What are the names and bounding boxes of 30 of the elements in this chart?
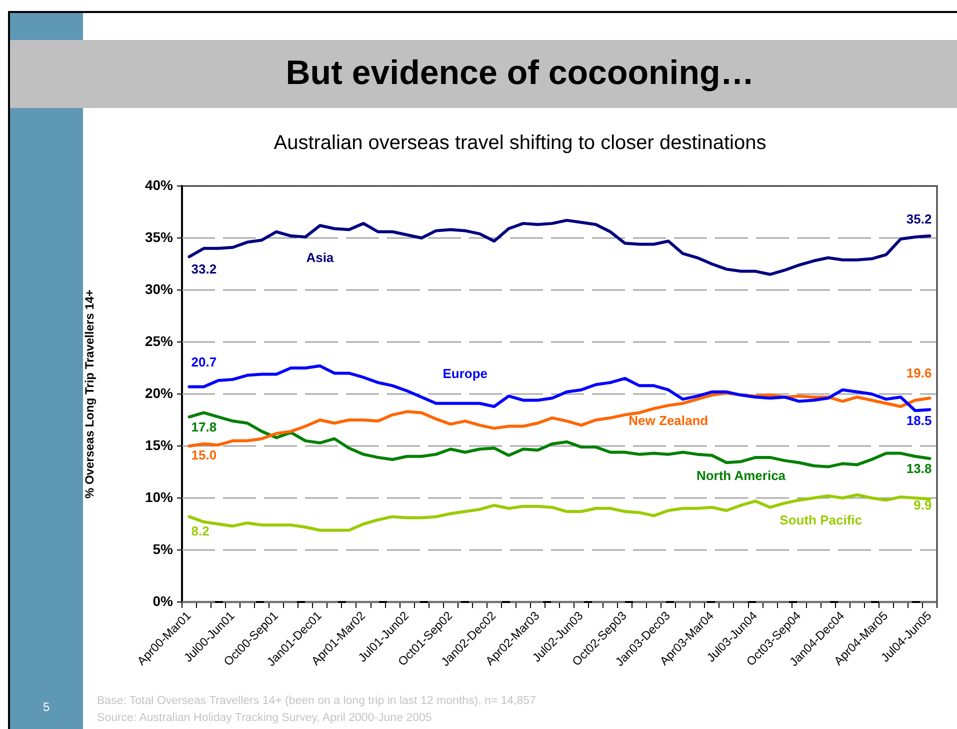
data-label: 8.2: [191, 523, 210, 538]
series-label: Europe: [442, 366, 488, 381]
series-label: South Pacific: [780, 512, 862, 528]
y-tick-label: 40%: [144, 176, 174, 193]
data-label: 15.0: [191, 448, 217, 463]
series-label: Asia: [306, 250, 334, 266]
y-tick-label: 5%: [152, 540, 174, 557]
data-label: 17.8: [191, 419, 217, 434]
text: Base: Total Overseas Travellers 14+ (been on a long trip in last 12 months), n= 14,857: [97, 694, 536, 708]
data-label: 18.5: [906, 413, 932, 428]
y-tick-label: 30%: [144, 280, 174, 297]
y-tick-label: 25%: [144, 332, 174, 349]
text: 5: [43, 700, 50, 714]
y-tick-label: 15%: [144, 436, 174, 453]
series-label: New Zealand: [628, 413, 708, 428]
data-label: 19.6: [906, 366, 932, 381]
chart-title: But evidence of cocooning…: [286, 53, 754, 94]
y-axis-title: % Overseas Long Trip Travellers 14+: [82, 289, 97, 499]
y-tick-label: 10%: [144, 488, 174, 505]
data-label: 13.8: [906, 461, 932, 476]
y-tick-label: 20%: [144, 384, 174, 401]
chart-subtitle: Australian overseas travel shifting to closer destinations: [274, 131, 766, 155]
y-tick-label: 35%: [144, 228, 174, 245]
data-label: 35.2: [906, 212, 932, 226]
data-label: 33.2: [191, 261, 217, 276]
data-label: 20.7: [191, 354, 217, 370]
data-label: 9.9: [914, 498, 932, 513]
y-tick-label: 0%: [152, 592, 174, 609]
source-note: Source: Australian Holiday Tracking Survey, April 2000-June 2005: [97, 711, 432, 725]
series-label: North America: [696, 468, 786, 484]
